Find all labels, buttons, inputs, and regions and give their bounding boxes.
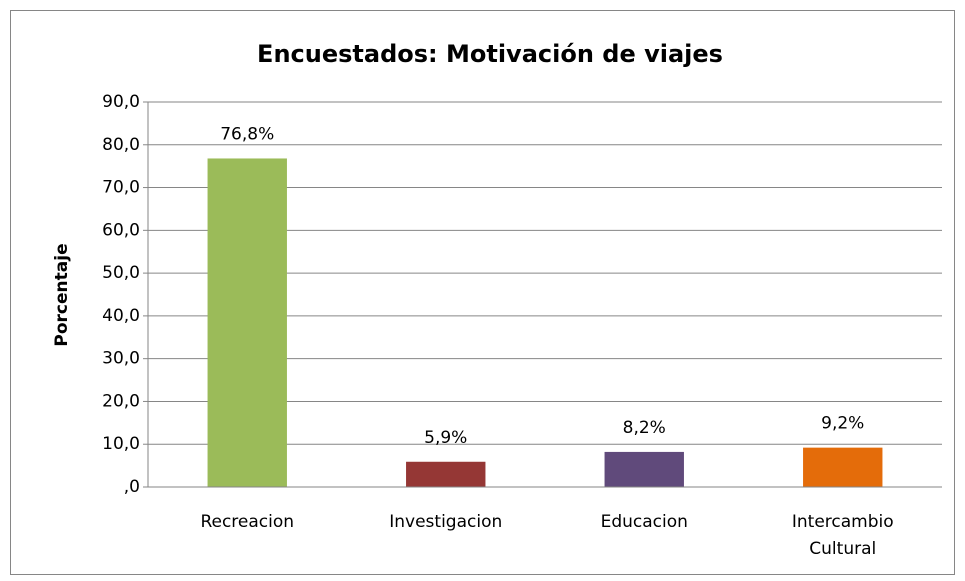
y-tick-label: 90,0 bbox=[102, 92, 140, 112]
bar bbox=[207, 158, 287, 487]
x-tick-label: Recreacion bbox=[200, 512, 295, 532]
data-label: 5,9% bbox=[424, 428, 467, 448]
y-tick-label: 60,0 bbox=[102, 220, 140, 240]
x-tick-label: Intercambio Cultural bbox=[791, 512, 894, 559]
y-tick-label: 20,0 bbox=[102, 391, 140, 411]
data-label: 9,2% bbox=[821, 414, 864, 434]
y-tick-label: 10,0 bbox=[102, 434, 140, 454]
y-tick-label: 30,0 bbox=[102, 349, 140, 369]
chart-frame bbox=[10, 10, 955, 575]
chart-title: Encuestados: Motivación de viajes bbox=[257, 40, 723, 68]
y-tick-label: ,0 bbox=[124, 477, 140, 497]
y-tick-label: 40,0 bbox=[102, 306, 140, 326]
y-tick-label: 70,0 bbox=[102, 178, 140, 198]
y-tick-label: 50,0 bbox=[102, 263, 140, 283]
bar bbox=[803, 447, 883, 487]
bar bbox=[406, 461, 486, 487]
y-axis-label: Porcentaje bbox=[52, 243, 72, 346]
data-label: 8,2% bbox=[623, 418, 666, 438]
x-tick-label: Educacion bbox=[600, 512, 688, 532]
x-tick-label: Investigacion bbox=[389, 512, 503, 532]
data-label: 76,8% bbox=[220, 124, 274, 144]
bar bbox=[604, 451, 684, 487]
y-tick-label: 80,0 bbox=[102, 135, 140, 155]
